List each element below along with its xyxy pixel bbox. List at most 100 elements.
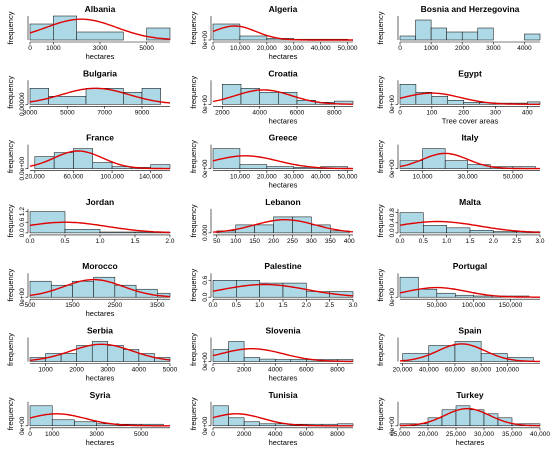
x-tick-label: 30,000 xyxy=(284,45,304,52)
x-tick-label: 1500 xyxy=(65,302,80,309)
x-tick-label: 1.0 xyxy=(95,238,104,245)
chart-title: Algeria xyxy=(269,4,298,14)
x-tick-label: 10,000 xyxy=(230,174,250,181)
x-tick-label: 150,000 xyxy=(499,302,523,309)
histogram-bar xyxy=(239,35,268,41)
histogram-bar xyxy=(463,102,480,105)
x-tick-label: 30,000 xyxy=(474,431,494,438)
y-tick-label: 0e+00 xyxy=(202,352,209,371)
x-tick-label: 300 xyxy=(306,238,317,245)
x-tick-label: 50,000 xyxy=(427,302,447,309)
histogram-bar xyxy=(477,27,494,41)
x-tick-label: 50,000 xyxy=(338,174,358,181)
y-tick-label: 0e+00 xyxy=(389,416,396,435)
x-tick-label: 5000 xyxy=(163,367,178,374)
histogram-bar xyxy=(228,417,245,427)
histogram-bar xyxy=(418,288,438,298)
x-axis-label: hectares xyxy=(86,52,115,61)
x-tick-label: 1.0 xyxy=(442,238,451,245)
histogram-bar xyxy=(72,280,94,298)
x-tick-label: 100,000 xyxy=(100,174,124,181)
x-tick-label: 0.0 xyxy=(395,238,404,245)
density-curve xyxy=(29,150,170,170)
x-tick-label: 0.5 xyxy=(60,238,69,245)
histogram-bar xyxy=(436,292,456,298)
histogram-panel: Italy 10,000 30,000 50,000 0e+00 frequency xyxy=(376,133,540,181)
histogram-panel: Lebanon 50 100 150 200 250 300 350 400 0.000 frequ… xyxy=(189,197,355,245)
x-tick-label: 8000 xyxy=(330,367,345,374)
histogram-bar xyxy=(461,31,479,41)
histogram-bar xyxy=(212,23,241,41)
histogram-bar xyxy=(141,88,161,105)
y-axis-label: frequency xyxy=(376,140,385,173)
density-curve xyxy=(212,25,353,41)
x-tick-label: 20,000 xyxy=(393,367,413,374)
x-tick-label: 30,000 xyxy=(284,174,304,181)
histogram-bar xyxy=(447,100,464,105)
x-tick-label: 60,000 xyxy=(64,174,84,181)
y-tick-label: 0.4 xyxy=(389,218,396,227)
x-tick-label: 0 xyxy=(28,45,32,52)
density-curve xyxy=(399,343,540,363)
x-tick-label: 3000 xyxy=(101,367,116,374)
x-tick-label: 2.5 xyxy=(325,302,334,309)
y-tick-label: 0.0 xyxy=(19,228,26,237)
histogram-bar xyxy=(446,227,471,234)
histogram-bar xyxy=(254,224,274,234)
x-tick-label: 0 xyxy=(398,109,402,116)
x-axis-label: hectares xyxy=(86,374,115,383)
x-tick-label: 25,000 xyxy=(446,431,466,438)
histogram-bar xyxy=(99,231,136,234)
y-axis-label: frequency xyxy=(376,11,385,44)
histogram-bar xyxy=(274,359,292,362)
chart-title: Palestine xyxy=(264,261,302,271)
x-tick-label: 40,000 xyxy=(311,45,331,52)
x-tick-label: 40,000 xyxy=(419,367,439,374)
y-tick-label: 0e+00 xyxy=(202,416,209,435)
x-tick-label: 5000 xyxy=(60,109,75,116)
chart-title: Portugal xyxy=(453,261,487,271)
x-tick-label: 0.5 xyxy=(419,238,428,245)
x-tick-label: 20,000 xyxy=(257,45,277,52)
histogram-bar xyxy=(292,216,312,234)
histogram-bar xyxy=(53,15,77,41)
y-axis-label: frequency xyxy=(189,268,198,301)
x-tick-label: 15,000 xyxy=(390,431,410,438)
x-axis-label: hectares xyxy=(269,374,298,383)
x-tick-label: 2.5 xyxy=(512,238,521,245)
histogram-bar xyxy=(51,419,75,427)
histogram-panel: Serbia 1000 2000 3000 4000 5000 frequency hecta… xyxy=(6,326,178,383)
y-tick-label: 0.000 xyxy=(202,224,209,241)
histogram-bar xyxy=(85,88,124,105)
x-tick-label: 0.0 xyxy=(25,238,34,245)
histogram-bar xyxy=(243,357,260,362)
histogram-bar xyxy=(212,148,241,169)
y-tick-label: 0e+00 xyxy=(202,95,209,114)
y-tick-label: 0e+00 xyxy=(19,416,26,435)
x-tick-label: 0 xyxy=(28,431,32,438)
x-tick-label: 1000 xyxy=(45,431,60,438)
chart-title: Albania xyxy=(85,4,116,14)
y-tick-label: 0.0e+00 xyxy=(19,156,26,180)
histogram-bar xyxy=(243,421,260,427)
x-tick-label: 50,000 xyxy=(338,45,358,52)
density-curve xyxy=(29,87,171,104)
x-tick-label: 3000 xyxy=(23,109,38,116)
x-tick-label: 8000 xyxy=(330,431,345,438)
y-axis-label: frequency xyxy=(6,11,15,44)
x-tick-label: 2000 xyxy=(69,367,84,374)
x-tick-label: 4000 xyxy=(268,367,283,374)
histogram-bar xyxy=(524,33,541,41)
histogram-bar xyxy=(441,409,457,427)
x-tick-label: 6000 xyxy=(299,431,314,438)
histogram-bar xyxy=(415,19,432,41)
chart-title: Bosnia and Herzegovina xyxy=(421,4,520,14)
x-tick-label: 400 xyxy=(344,238,355,245)
histogram-bar xyxy=(399,84,417,105)
y-axis-label: frequency xyxy=(376,268,385,301)
chart-title: Italy xyxy=(461,133,478,143)
x-tick-label: 150 xyxy=(249,238,260,245)
density-curve xyxy=(399,220,541,233)
histogram-bar xyxy=(444,160,468,169)
histogram-bar xyxy=(282,282,307,298)
